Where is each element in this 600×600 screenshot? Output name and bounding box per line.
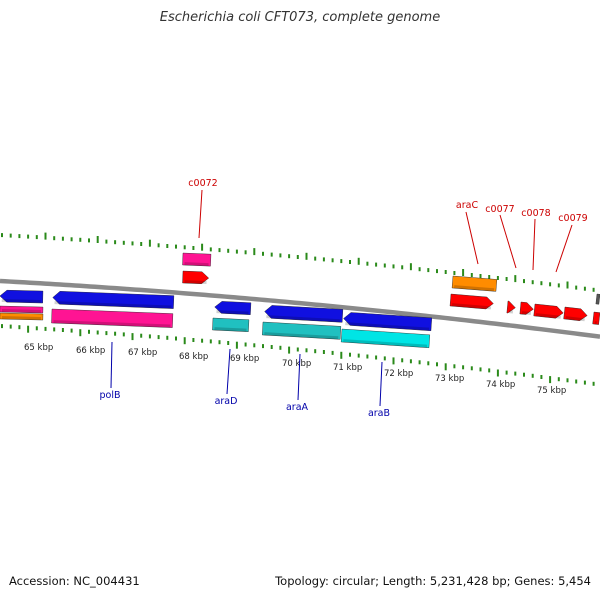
- gene-label-araa: araA: [286, 402, 309, 413]
- gene-right-edge-top: [595, 293, 600, 305]
- label-leader-line: [532, 218, 536, 271]
- gene-labels: c0072 araC c0077 c0078 c0079 polB araD araA araB: [100, 178, 588, 419]
- kbp-label: 70 kbp: [282, 359, 311, 369]
- gene-polB: [52, 291, 175, 309]
- outer-tick-track: [1, 232, 595, 292]
- gene-label-c0079: c0079: [558, 213, 587, 224]
- gene-magenta-left: [0, 305, 44, 314]
- kbp-label: 73 kbp: [435, 374, 464, 384]
- kbp-label: 69 kbp: [230, 354, 259, 364]
- inner-tick-track: [1, 324, 595, 386]
- kbp-label: 67 kbp: [128, 348, 157, 358]
- gene-c0072-magenta: [182, 252, 212, 267]
- kbp-label: 75 kbp: [537, 386, 566, 396]
- label-leader-line: [110, 341, 113, 389]
- kbp-label: 71 kbp: [333, 363, 362, 373]
- gene-orange-left: [0, 312, 44, 321]
- gene-label-c0077: c0077: [485, 204, 514, 215]
- gene-araB: [343, 312, 433, 332]
- gene-c0072: [182, 270, 210, 284]
- genome-backbone: [0, 278, 600, 339]
- gene-blue-left: [0, 289, 44, 304]
- kbp-label: 72 kbp: [384, 369, 413, 379]
- gene-label-polb: polB: [100, 390, 121, 401]
- accession-text: Accession: NC_004431: [9, 574, 140, 588]
- kbp-label: 65 kbp: [24, 343, 53, 353]
- label-leader-line: [198, 189, 203, 239]
- map-title: Escherichia coli CFT073, complete genome: [159, 10, 441, 25]
- gene-magenta-polB: [51, 308, 174, 328]
- label-leader-line: [226, 348, 231, 395]
- gene-araD: [214, 301, 252, 315]
- gene-label-c0078: c0078: [521, 208, 550, 219]
- kbp-scale-labels: 65 kbp 66 kbp 67 kbp 68 kbp 69 kbp 70 kbp 71 k…: [24, 343, 566, 396]
- gene-c0079: [563, 306, 588, 322]
- kbp-label: 66 kbp: [76, 346, 105, 356]
- label-leader-line: [499, 214, 517, 269]
- label-leader-line: [297, 353, 301, 401]
- gene-label-arac: araC: [456, 200, 479, 211]
- backbone-line: [0, 278, 600, 339]
- label-leader-line: [379, 361, 383, 407]
- label-leader-line: [555, 224, 573, 273]
- gene-label-arad: araD: [215, 396, 238, 407]
- gene-araD-teal: [212, 317, 250, 332]
- gene-araB-cyan: [340, 328, 431, 349]
- gene-araC: [449, 293, 494, 310]
- label-leader-line: [465, 211, 479, 265]
- gene-c0077: [506, 300, 516, 314]
- gene-label-arab: araB: [368, 408, 390, 419]
- kbp-label: 68 kbp: [179, 352, 208, 362]
- gene-araA: [264, 305, 344, 323]
- gene-c0078: [533, 303, 564, 319]
- kbp-label: 74 kbp: [486, 380, 515, 390]
- gene-right-edge: [592, 311, 600, 325]
- gene-araC-orange: [451, 275, 498, 292]
- gene-features: [0, 252, 600, 349]
- gene-label-c0072: c0072: [188, 178, 217, 189]
- genome-summary-text: Topology: circular; Length: 5,231,428 bp…: [275, 574, 591, 588]
- gene-araA-teal: [262, 321, 342, 340]
- gene-c0078a: [519, 301, 534, 315]
